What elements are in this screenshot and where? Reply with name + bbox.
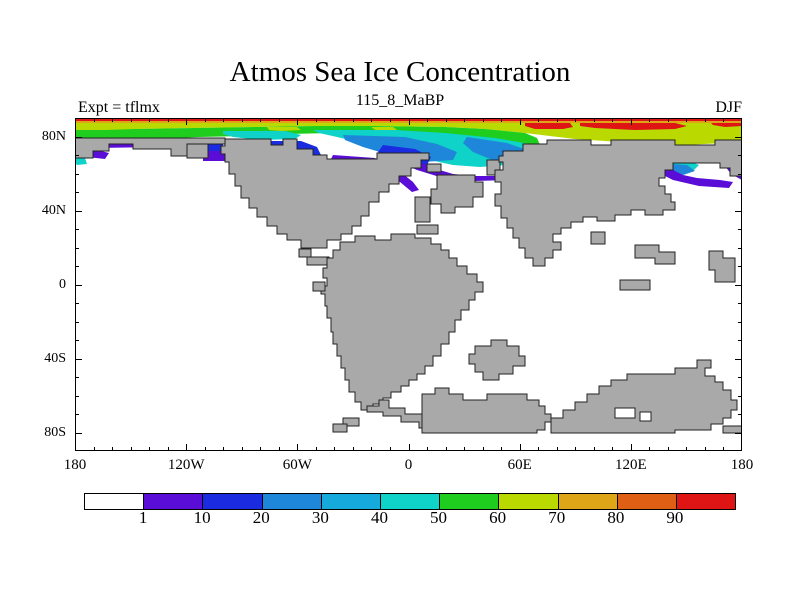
land-polygon: [634, 244, 676, 265]
colorbar-segment: [143, 494, 203, 509]
x-axis-tick-label: 60E: [507, 457, 532, 473]
colorbar-segment: [85, 494, 144, 509]
land-polygon: [186, 143, 209, 159]
land-polygon: [220, 138, 430, 249]
x-axis-tick-label: 120E: [614, 457, 647, 473]
colorbar-segment: [675, 494, 736, 509]
land-polygon: [426, 163, 442, 173]
land-polygon: [320, 233, 484, 411]
x-axis-tick-label: 180: [730, 457, 754, 473]
plot-title: Atmos Sea Ice Concentration: [229, 56, 571, 88]
colorbar-segment: [320, 494, 380, 509]
land-polygon: [590, 231, 606, 245]
y-axis-tick-label: 80N: [41, 128, 66, 144]
colorbar-tick-label: 40: [370, 508, 388, 527]
land-polygon: [550, 359, 738, 434]
colorbar-tick-label: 80: [607, 508, 625, 527]
colorbar-segment: [261, 494, 321, 509]
land-polygon: [416, 224, 439, 235]
x-axis-tick-label: 0: [404, 457, 413, 473]
colorbar-tick-label: 1: [138, 508, 148, 527]
x-axis-tick-label: 180: [63, 457, 87, 473]
land-polygon: [722, 425, 742, 434]
season-label: DJF: [715, 99, 742, 116]
colorbar-segment: [379, 494, 440, 509]
land-polygon: [708, 250, 736, 283]
colorbar-tick-label: 90: [666, 508, 684, 527]
land-polygon: [430, 174, 484, 214]
colorbar-tick-label: 30: [311, 508, 329, 527]
x-axis-tick-label: 120W: [167, 457, 205, 473]
colorbar-tick-label: 70: [548, 508, 566, 527]
plot-subtitle: 115_8_MaBP: [355, 92, 445, 109]
land-polygon: [312, 281, 326, 292]
colorbar-tick-label: 10: [193, 508, 211, 527]
y-axis-tick-label: 0: [59, 276, 66, 292]
x-axis-tick-label: 60W: [282, 457, 312, 473]
land-polygon: [306, 256, 330, 266]
land-polygon: [494, 139, 742, 267]
land-polygon: [332, 423, 348, 433]
colorbar-segment: [202, 494, 262, 509]
experiment-label: Expt = tflmx: [78, 99, 160, 116]
y-axis-tick-label: 40S: [44, 350, 66, 366]
land-polygon: [421, 387, 552, 434]
y-axis-tick-label: 40N: [41, 202, 66, 218]
colorbar-segment: [498, 494, 558, 509]
colorbar-tick-label: 20: [252, 508, 270, 527]
land-polygon: [298, 248, 312, 258]
colorbar-tick-label: 60: [489, 508, 507, 527]
land-polygon: [414, 196, 431, 223]
map-plot-area: [75, 118, 742, 451]
map-svg: [75, 118, 742, 451]
colorbar-tick-label: 50: [430, 508, 448, 527]
colorbar: [84, 493, 736, 510]
colorbar-segment: [439, 494, 499, 509]
land-polygon: [619, 279, 651, 291]
y-axis-tick-label: 80S: [44, 424, 66, 440]
colorbar-segment: [557, 494, 617, 509]
colorbar-segment: [616, 494, 676, 509]
land-polygon: [468, 339, 526, 381]
